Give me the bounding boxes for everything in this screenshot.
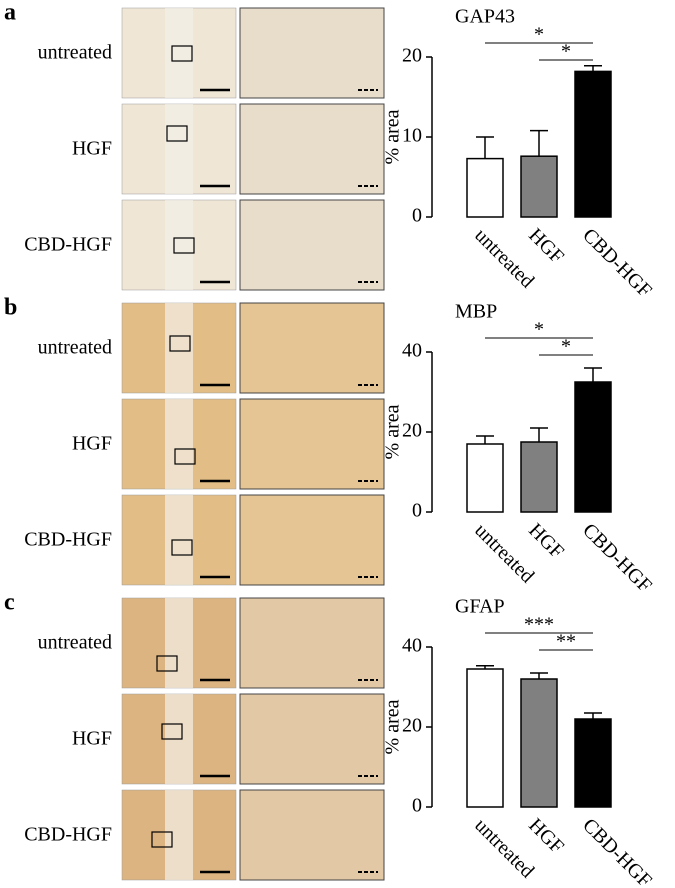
row-label: CBD-HGF: [24, 529, 112, 551]
x-tick-label: CBD-HGF: [578, 519, 656, 597]
lesion-area: [165, 303, 193, 393]
zoom-box: [166, 125, 188, 142]
zoom-box: [171, 45, 193, 62]
panel-label: c: [4, 590, 15, 616]
zoom-box: [169, 335, 191, 352]
significance-label: *: [561, 336, 571, 358]
y-axis-label: % area: [382, 109, 404, 164]
significance-label: *: [534, 24, 544, 46]
row-label: CBD-HGF: [24, 824, 112, 846]
lesion-area: [165, 598, 193, 688]
bar: [466, 668, 504, 808]
bar: [574, 70, 612, 218]
high-mag-image: [239, 7, 385, 99]
y-tick-label: 10: [402, 125, 422, 147]
chart-title: GFAP: [455, 596, 505, 618]
significance-label: *: [561, 41, 571, 63]
y-axis-label: % area: [382, 404, 404, 459]
bar: [520, 155, 558, 218]
high-mag-image: [239, 693, 385, 785]
bar: [466, 443, 504, 513]
zoom-box: [151, 831, 173, 848]
y-tick-label: 20: [402, 45, 422, 67]
significance-label: **: [556, 631, 576, 653]
high-mag-image: [239, 494, 385, 586]
x-tick-label: CBD-HGF: [578, 814, 656, 888]
row-label: HGF: [72, 728, 112, 750]
y-axis-label: % area: [382, 699, 404, 754]
zoom-box: [161, 723, 183, 740]
zoom-box: [156, 655, 178, 672]
bar: [520, 678, 558, 808]
row-label: untreated: [38, 42, 112, 64]
row-label: untreated: [38, 337, 112, 359]
high-mag-image: [239, 302, 385, 394]
lesion-area: [165, 399, 193, 489]
panel-label: b: [4, 295, 17, 321]
zoom-box: [171, 539, 193, 556]
row-label: HGF: [72, 433, 112, 455]
row-label: CBD-HGF: [24, 234, 112, 256]
y-tick-label: 0: [412, 205, 422, 227]
x-tick-label: HGF: [524, 224, 568, 268]
high-mag-image: [239, 103, 385, 195]
y-tick-label: 40: [402, 340, 422, 362]
significance-label: *: [534, 319, 544, 341]
bar: [574, 381, 612, 513]
high-mag-image: [239, 199, 385, 291]
high-mag-image: [239, 398, 385, 490]
y-tick-label: 20: [402, 420, 422, 442]
lesion-area: [165, 200, 193, 290]
high-mag-image: [239, 597, 385, 689]
x-tick-label: CBD-HGF: [578, 224, 656, 302]
significance-label: ***: [524, 614, 554, 636]
lesion-area: [165, 790, 193, 880]
row-label: untreated: [38, 632, 112, 654]
bar: [520, 441, 558, 513]
high-mag-image: [239, 789, 385, 881]
bar: [466, 157, 504, 218]
bar: [574, 718, 612, 808]
chart-title: MBP: [455, 301, 497, 323]
x-tick-label: HGF: [524, 519, 568, 563]
zoom-box: [174, 448, 196, 465]
y-tick-label: 20: [402, 715, 422, 737]
y-tick-label: 40: [402, 635, 422, 657]
y-tick-label: 0: [412, 500, 422, 522]
panel-label: a: [4, 0, 16, 26]
y-tick-label: 0: [412, 795, 422, 817]
lesion-area: [165, 104, 193, 194]
zoom-box: [173, 237, 195, 254]
x-tick-label: HGF: [524, 814, 568, 858]
lesion-area: [165, 8, 193, 98]
row-label: HGF: [72, 138, 112, 160]
chart-title: GAP43: [455, 6, 515, 28]
